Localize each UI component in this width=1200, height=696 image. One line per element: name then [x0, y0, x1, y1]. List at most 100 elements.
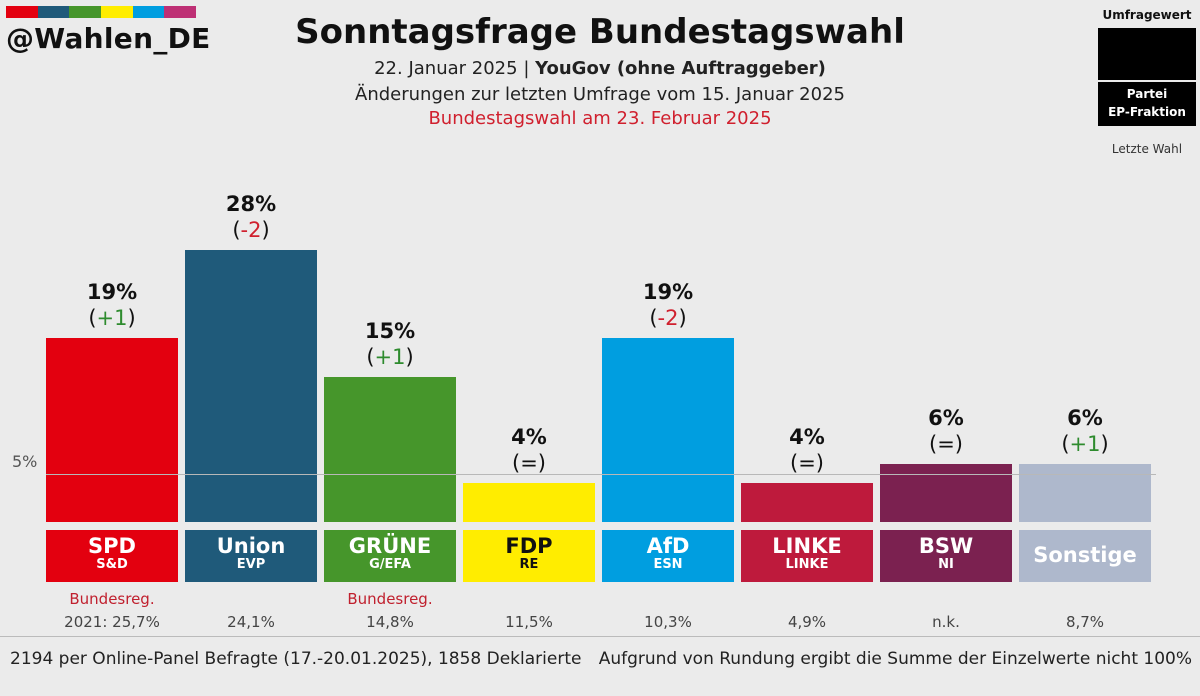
value-label: 4% [789, 425, 825, 450]
change-paren: ) [678, 305, 687, 330]
party-group: RE [519, 557, 539, 572]
bar-sonstige [1019, 463, 1151, 522]
party-name: LINKE [772, 534, 842, 558]
party-name: SPD [88, 534, 136, 558]
party-group: G/EFA [369, 557, 411, 572]
party-label-box: BSW NI [880, 530, 1012, 582]
pollster: YouGov (ohne Auftraggeber) [535, 58, 826, 79]
color-strip [6, 6, 197, 18]
change-label: (=) [463, 451, 595, 475]
legend-last-election: Letzte Wahl [1111, 142, 1183, 156]
value-label: 19% [86, 279, 138, 304]
change-value: -2 [240, 218, 262, 243]
party-group: ESN [653, 557, 683, 572]
change-paren: ( [928, 431, 938, 456]
last-election-value: n.k. [932, 613, 960, 631]
party-name: AfD [646, 534, 690, 558]
change-paren: ( [789, 451, 799, 476]
party-name: GRÜNE [348, 534, 432, 558]
change-paren: ( [88, 305, 97, 330]
change-paren: ( [232, 218, 241, 243]
change-value: = [520, 451, 538, 476]
bar-fdp [463, 483, 595, 522]
last-election-value: 2021: 25,7% [64, 613, 160, 631]
change-paren: ) [815, 451, 824, 476]
change-label: (+1) [1019, 432, 1151, 456]
change-value: +1 [1069, 431, 1101, 456]
last-election-value: 14,8% [366, 613, 414, 631]
party-group: EVP [236, 557, 266, 572]
election-note: Bundestagswahl am 23. Februar 2025 [428, 108, 772, 129]
party-label-box: SPD S&D [46, 530, 178, 582]
party-label-box: AfD ESN [602, 530, 734, 582]
party-label-box: Sonstige [1019, 530, 1151, 582]
change-label: (+1) [324, 345, 456, 369]
party-group: S&D [96, 557, 128, 572]
footer-sample-info: 2194 per Online-Panel Befragte (17.-20.0… [10, 649, 582, 669]
value-label: 19% [642, 279, 694, 304]
value-label: 6% [928, 405, 964, 430]
party-group: NI [938, 557, 954, 572]
party-name: Union [216, 534, 286, 558]
bar-linke [741, 483, 873, 522]
last-election-value: 24,1% [227, 613, 275, 631]
change-paren: ) [127, 305, 136, 330]
footer-rounding-note: Aufgrund von Rundung ergibt die Summe de… [598, 649, 1192, 669]
color-strip-segment [164, 6, 197, 18]
poll-meta: 22. Januar 2025 | YouGov (ohne Auftragge… [0, 58, 1200, 79]
bar-spd [46, 337, 178, 522]
value-label: 15% [364, 318, 416, 343]
party-label-box: GRÜNE G/EFA [324, 530, 456, 582]
party-label-box: LINKE LINKE [741, 530, 873, 582]
change-label: (+1) [46, 306, 178, 330]
color-strip-segment [69, 6, 102, 18]
poll-date: 22. Januar 2025 [374, 58, 518, 79]
legend-party: Partei [1126, 87, 1168, 101]
last-election-value: 11,5% [505, 613, 553, 631]
account-handle: @Wahlen_DE [6, 22, 211, 55]
legend-group: EP-Fraktion [1108, 105, 1186, 119]
party-group: LINKE [785, 557, 829, 572]
government-note: Bundesreg. [347, 590, 433, 608]
last-election-value: 8,7% [1065, 613, 1105, 631]
footer: 2194 per Online-Panel Befragte (17.-20.0… [0, 636, 1200, 687]
changes-note: Änderungen zur letzten Umfrage vom 15. J… [355, 84, 845, 105]
color-strip-segment [6, 6, 38, 18]
government-note: Bundesreg. [69, 590, 155, 608]
change-label: (=) [880, 432, 1012, 456]
change-paren: ) [954, 431, 963, 456]
bar-union [185, 250, 317, 522]
change-paren: ( [511, 451, 521, 476]
value-label: 4% [511, 425, 547, 450]
change-value: = [937, 431, 955, 456]
value-label: 6% [1067, 405, 1103, 430]
change-paren: ) [405, 344, 414, 369]
bar-grüne [324, 376, 456, 522]
change-value: +1 [374, 344, 406, 369]
change-paren: ( [366, 344, 375, 369]
change-label: (=) [741, 451, 873, 475]
change-label: (-2) [602, 306, 734, 330]
meta-separator: | [523, 58, 536, 79]
threshold-label: 5% [12, 451, 38, 471]
last-election-value: 10,3% [644, 613, 692, 631]
party-name: BSW [918, 534, 974, 558]
party-name: Sonstige [1033, 543, 1137, 567]
chart-title: Sonntagsfrage Bundestagswahl [295, 12, 905, 52]
bar-afd [602, 337, 734, 522]
party-label-box: Union EVP [185, 530, 317, 582]
party-label-box: FDP RE [463, 530, 595, 582]
legend-bar-swatch [1098, 28, 1196, 80]
change-paren: ) [537, 451, 546, 476]
change-paren: ) [261, 218, 270, 243]
color-strip-segment [37, 6, 70, 18]
change-value: -2 [657, 305, 679, 330]
change-value: +1 [96, 305, 128, 330]
threshold-line [46, 473, 1156, 475]
color-strip-segment [101, 6, 133, 18]
legend-poll-value: Umfragewert [1102, 8, 1192, 22]
change-paren: ( [649, 305, 658, 330]
change-value: = [798, 451, 816, 476]
last-election-value: 4,9% [787, 613, 827, 631]
